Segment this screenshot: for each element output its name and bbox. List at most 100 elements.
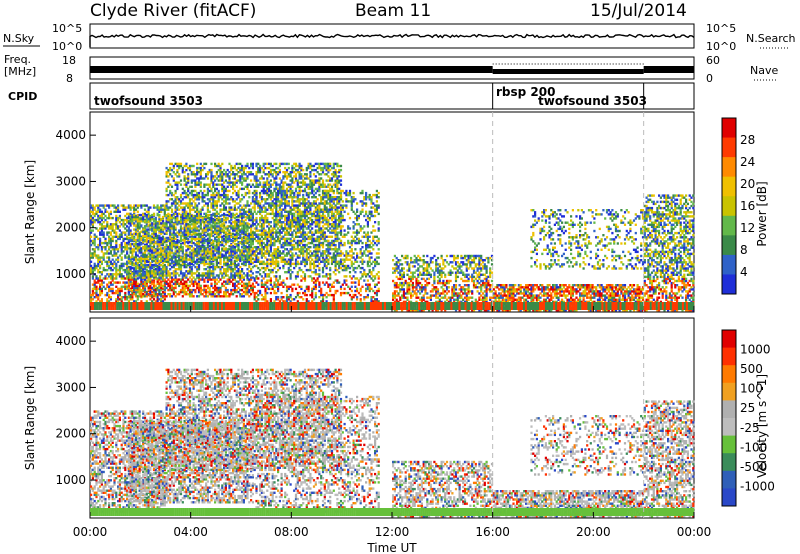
heatmap-cell [94,240,96,242]
nsearch-tick-top: 10^5 [706,22,736,35]
heatmap-cell [92,275,94,277]
heatmap-cell [155,233,157,235]
heatmap-cell [115,234,117,236]
heatmap-cell [106,234,108,236]
heatmap-cell [142,285,144,287]
heatmap-cell [144,274,146,276]
heatmap-cell [108,294,110,296]
heatmap-cell [149,298,151,300]
heatmap-cell [142,214,144,216]
heatmap-cell [130,295,132,297]
heatmap-cell [99,259,101,261]
heatmap-cell [90,261,92,263]
heatmap-cell [124,227,126,229]
heatmap-cell [137,224,139,226]
heatmap-cell [178,293,180,295]
heatmap-cell [130,224,132,226]
heatmap-cell [144,268,146,270]
heatmap-cell [148,245,150,247]
nsearch-label: N.Search [746,32,796,45]
heatmap-cell [122,225,124,227]
heatmap-cell [95,213,97,215]
heatmap-cell [106,298,108,300]
heatmap-cell [101,248,103,250]
heatmap-cell [121,273,123,275]
heatmap-cell [128,256,130,258]
heatmap-cell [94,248,96,250]
heatmap-cell [133,274,135,276]
heatmap-cell [128,287,130,289]
heatmap-cell [169,283,171,285]
heatmap-cell [115,252,117,254]
heatmap-cell [101,250,103,252]
heatmap-cell [112,240,114,242]
heatmap-cell [126,250,128,252]
heatmap-cell [130,260,132,262]
heatmap-cell [92,277,94,279]
heatmap-cell [133,222,135,224]
cpid-label: CPID [8,90,37,103]
heatmap-cell [94,284,96,286]
heatmap-cell [158,256,160,258]
heatmap-cell [90,215,92,217]
heatmap-cell [164,293,166,295]
heatmap-cell [137,262,139,264]
heatmap-cell [151,247,153,249]
heatmap-cell [124,215,126,217]
heatmap-cell [117,261,119,263]
heatmap-cell [115,286,117,288]
heatmap-cell [153,251,155,253]
heatmap-cell [151,233,153,235]
heatmap-cell [97,263,99,265]
heatmap-cell [185,251,187,253]
heatmap-cell [160,211,162,213]
heatmap-cell [103,254,105,256]
nsky-label: N.Sky [3,32,35,45]
heatmap-cell [121,234,123,236]
heatmap-cell [160,237,162,239]
heatmap-cell [92,298,94,300]
heatmap-cell [146,260,148,262]
heatmap-cell [175,287,177,289]
heatmap-cell [106,263,108,265]
heatmap-cell [94,250,96,252]
heatmap-cell [144,272,146,274]
heatmap-cell [157,249,159,251]
nave-tick-bottom: 0 [706,72,713,85]
heatmap-cell [153,218,155,220]
heatmap-cell [157,222,159,224]
heatmap-cell [153,243,155,245]
heatmap-cell [153,298,155,300]
heatmap-cell [162,220,164,222]
heatmap-cell [99,209,101,211]
heatmap-cell [110,296,112,298]
heatmap-cell [144,231,146,233]
heatmap-cell [169,293,171,295]
heatmap-cell [153,283,155,285]
heatmap-cell [92,223,94,225]
heatmap-cell [115,231,117,233]
heatmap-cell [112,227,114,229]
heatmap-cell [135,260,137,262]
heatmap-cell [169,274,171,276]
heatmap-cell [164,289,166,291]
heatmap-cell [144,251,146,253]
heatmap-cell [124,234,126,236]
heatmap-cell [158,245,160,247]
heatmap-cell [128,272,130,274]
heatmap-cell [157,270,159,272]
heatmap-cell [112,225,114,227]
heatmap-cell [162,262,164,264]
heatmap-cell [160,222,162,224]
heatmap-cell [180,270,182,272]
heatmap-cell [130,251,132,253]
heatmap-cell [139,268,141,270]
heatmap-cell [115,263,117,265]
heatmap-cell [108,265,110,267]
heatmap-cell [122,250,124,252]
heatmap-cell [122,265,124,267]
heatmap-cell [117,204,119,206]
heatmap-cell [135,256,137,258]
heatmap-cell [146,220,148,222]
heatmap-cell [110,298,112,300]
